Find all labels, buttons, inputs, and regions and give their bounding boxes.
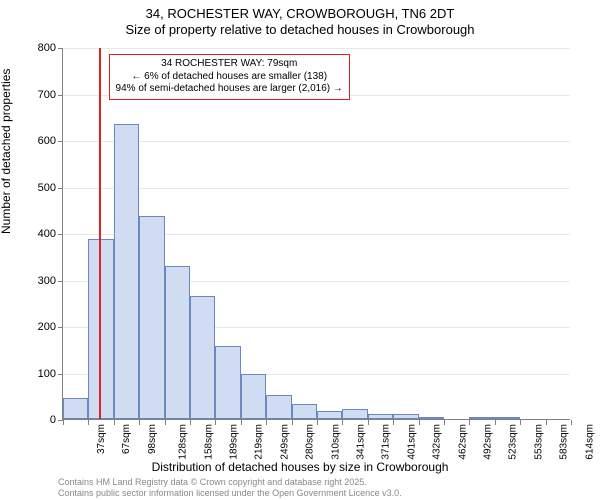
x-tick-mark	[317, 420, 318, 425]
histogram-bar	[317, 411, 342, 419]
x-tick-label: 341sqm	[356, 424, 367, 460]
y-tick-mark	[58, 281, 63, 282]
histogram-bar	[368, 414, 393, 419]
footer-line-2: Contains public sector information licen…	[58, 488, 402, 498]
x-tick-label: 583sqm	[559, 424, 570, 460]
x-tick-mark	[419, 420, 420, 425]
x-tick-label: 189sqm	[229, 424, 240, 460]
x-tick-mark	[63, 420, 64, 425]
y-tick-mark	[58, 141, 63, 142]
y-tick-mark	[58, 95, 63, 96]
y-tick-label: 300	[16, 275, 56, 287]
x-tick-mark	[114, 420, 115, 425]
x-tick-label: 67sqm	[121, 424, 132, 454]
x-tick-label: 219sqm	[254, 424, 265, 460]
y-tick-mark	[58, 234, 63, 235]
x-tick-label: 553sqm	[533, 424, 544, 460]
y-tick-label: 0	[16, 414, 56, 426]
histogram-bar	[114, 124, 139, 419]
annotation-line-1: 34 ROCHESTER WAY: 79sqm	[116, 58, 343, 71]
x-tick-label: 128sqm	[178, 424, 189, 460]
histogram-bar	[292, 404, 317, 419]
x-tick-mark	[368, 420, 369, 425]
x-tick-mark	[571, 420, 572, 425]
x-tick-label: 523sqm	[508, 424, 519, 460]
annotation-box: 34 ROCHESTER WAY: 79sqm← 6% of detached …	[109, 54, 350, 100]
y-tick-mark	[58, 188, 63, 189]
histogram-bar	[419, 417, 444, 419]
chart-footer: Contains HM Land Registry data © Crown c…	[58, 477, 402, 498]
x-tick-mark	[342, 420, 343, 425]
x-tick-label: 158sqm	[203, 424, 214, 460]
x-tick-mark	[88, 420, 89, 425]
histogram-bar	[393, 414, 418, 419]
histogram-bar	[342, 409, 367, 419]
gridline	[63, 48, 570, 49]
x-tick-label: 280sqm	[305, 424, 316, 460]
histogram-bar	[88, 239, 113, 419]
x-tick-mark	[292, 420, 293, 425]
y-tick-label: 400	[16, 228, 56, 240]
footer-line-1: Contains HM Land Registry data © Crown c…	[58, 477, 402, 487]
histogram-bar	[63, 398, 88, 419]
x-tick-label: 371sqm	[381, 424, 392, 460]
chart-title: 34, ROCHESTER WAY, CROWBOROUGH, TN6 2DT …	[0, 0, 600, 39]
title-line-2: Size of property relative to detached ho…	[0, 22, 600, 38]
x-tick-mark	[266, 420, 267, 425]
x-tick-mark	[190, 420, 191, 425]
x-tick-label: 401sqm	[406, 424, 417, 460]
x-tick-mark	[241, 420, 242, 425]
x-tick-label: 37sqm	[96, 424, 107, 454]
x-axis-label: Distribution of detached houses by size …	[0, 460, 600, 474]
x-tick-mark	[546, 420, 547, 425]
y-tick-label: 600	[16, 135, 56, 147]
annotation-line-3: 94% of semi-detached houses are larger (…	[116, 83, 343, 96]
histogram-bar	[241, 374, 266, 419]
y-tick-label: 800	[16, 42, 56, 54]
x-tick-mark	[444, 420, 445, 425]
y-axis-label: Number of detached properties	[0, 69, 13, 234]
x-tick-mark	[393, 420, 394, 425]
histogram-bar	[190, 296, 215, 419]
x-tick-mark	[520, 420, 521, 425]
property-marker-line	[99, 48, 101, 419]
x-tick-mark	[215, 420, 216, 425]
histogram-bar	[266, 395, 291, 419]
y-tick-label: 700	[16, 89, 56, 101]
x-tick-mark	[165, 420, 166, 425]
y-tick-label: 100	[16, 368, 56, 380]
y-tick-mark	[58, 48, 63, 49]
y-tick-mark	[58, 374, 63, 375]
histogram-bar	[469, 417, 494, 419]
x-tick-label: 432sqm	[432, 424, 443, 460]
x-tick-mark	[139, 420, 140, 425]
x-tick-label: 462sqm	[457, 424, 468, 460]
title-line-1: 34, ROCHESTER WAY, CROWBOROUGH, TN6 2DT	[0, 6, 600, 22]
histogram-bar	[495, 417, 520, 419]
x-tick-mark	[495, 420, 496, 425]
x-tick-label: 98sqm	[147, 424, 158, 454]
x-tick-label: 492sqm	[483, 424, 494, 460]
annotation-line-2: ← 6% of detached houses are smaller (138…	[116, 71, 343, 84]
chart-plot-area: 34 ROCHESTER WAY: 79sqm← 6% of detached …	[62, 48, 570, 420]
x-tick-label: 614sqm	[584, 424, 595, 460]
y-tick-mark	[58, 327, 63, 328]
y-tick-label: 200	[16, 321, 56, 333]
x-tick-label: 249sqm	[279, 424, 290, 460]
histogram-bar	[139, 216, 164, 419]
histogram-bar	[215, 346, 240, 419]
y-tick-label: 500	[16, 182, 56, 194]
histogram-bar	[165, 266, 190, 419]
x-tick-mark	[469, 420, 470, 425]
x-tick-label: 310sqm	[330, 424, 341, 460]
